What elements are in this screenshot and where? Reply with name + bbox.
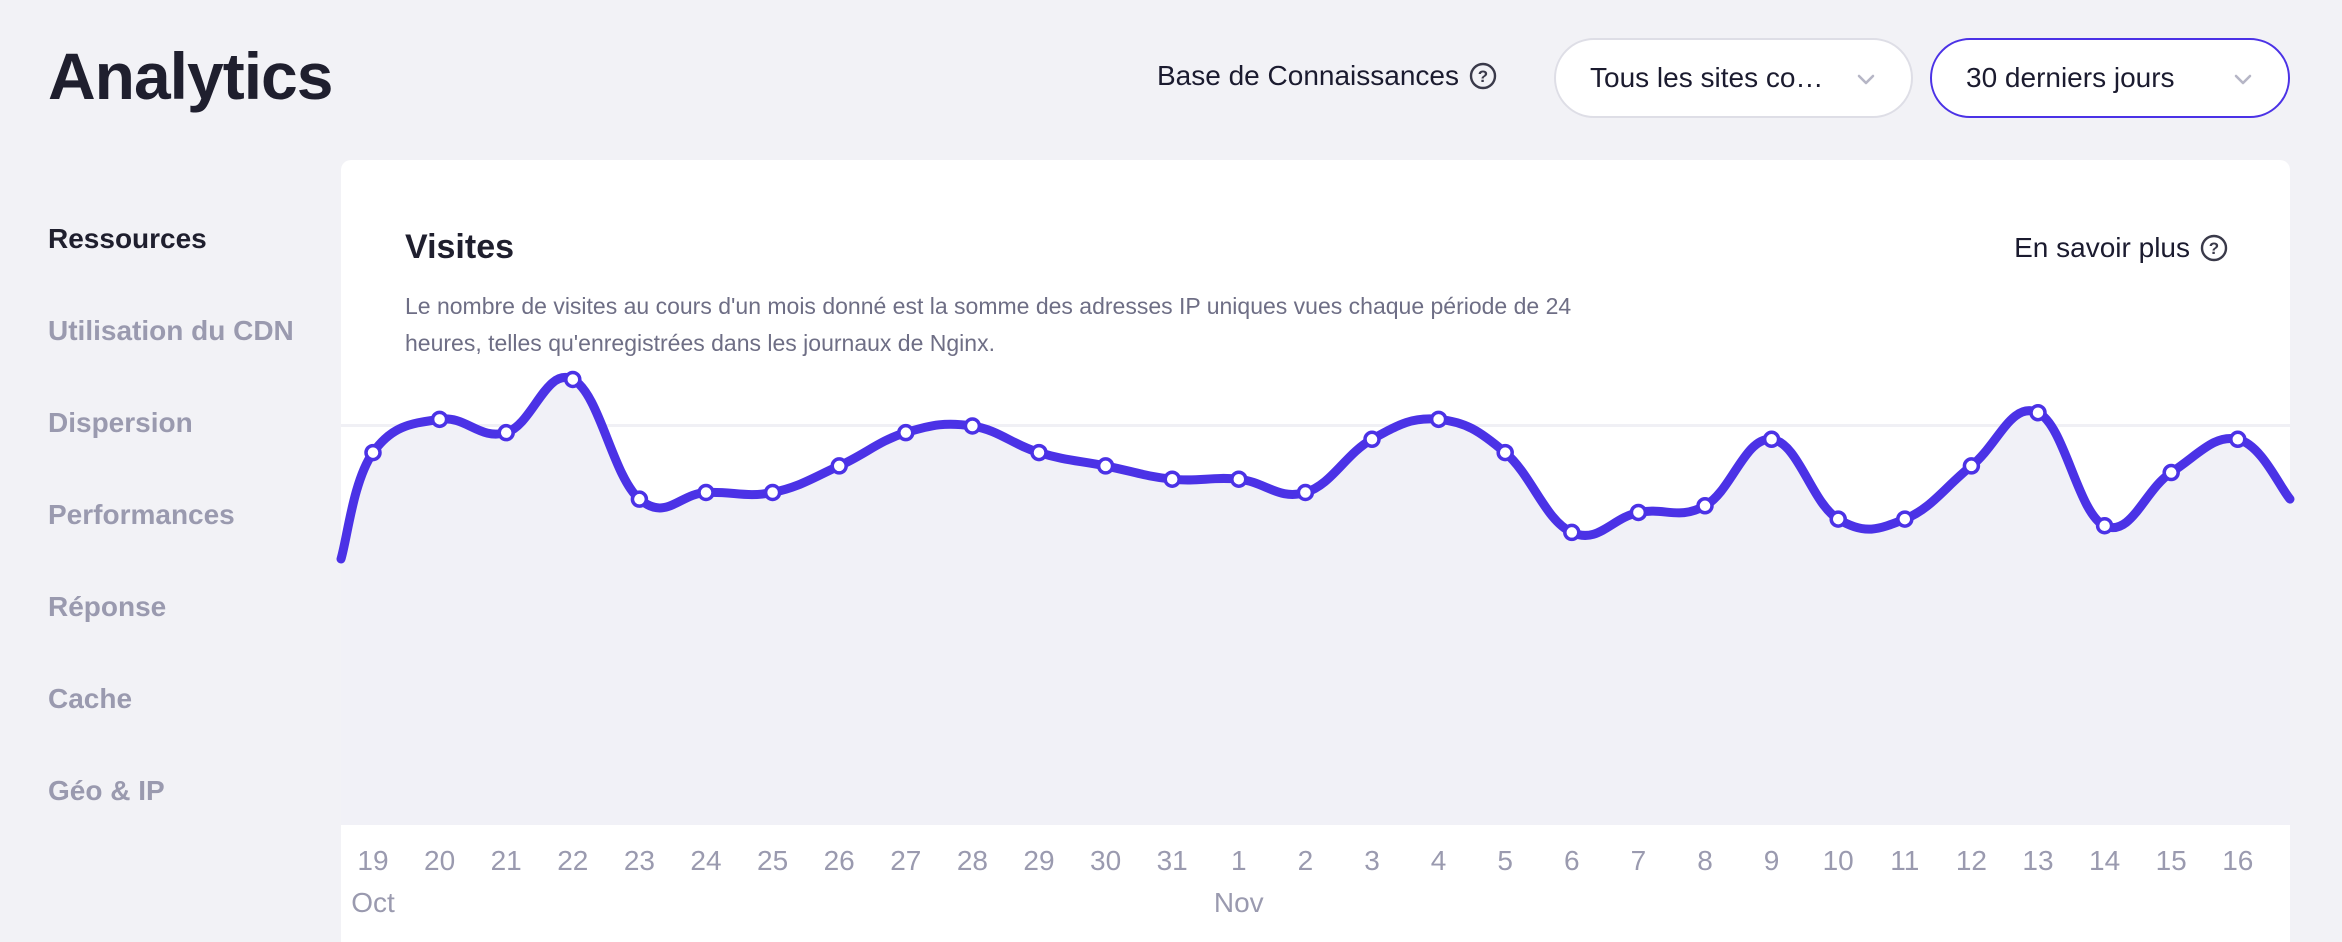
visits-card: Visites En savoir plus ? Le nombre de vi… [341, 160, 2290, 942]
site-select-value: Tous les sites co… [1590, 62, 1824, 93]
site-select[interactable]: Tous les sites co… [1554, 38, 1913, 118]
period-select[interactable]: 30 derniers jours [1930, 38, 2290, 118]
svg-text:?: ? [1478, 67, 1488, 86]
chevron-down-icon [1857, 74, 1875, 85]
total-visits-value: 1,442 [405, 443, 566, 517]
sidebar-item-performances[interactable]: Performances [48, 499, 235, 530]
card-description: Le nombre de visites au cours d'un mois … [405, 293, 1572, 356]
sidebar-item-cache[interactable]: Cache [48, 683, 133, 714]
learn-more-link[interactable]: En savoir plus ? [2014, 232, 2228, 264]
sidebar-nav: Ressources Utilisation du CDN Dispersion… [48, 218, 294, 862]
question-circle-icon: ? [1469, 62, 1497, 90]
sidebar-item-ressources[interactable]: Ressources [48, 223, 207, 254]
learn-more-label: En savoir plus [2014, 232, 2190, 263]
sidebar-item-reponse[interactable]: Réponse [48, 591, 167, 622]
period-select-value: 30 derniers jours [1966, 62, 2175, 93]
knowledge-base-label: Base de Connaissances [1157, 60, 1459, 91]
sidebar-item-geo-ip[interactable]: Géo & IP [48, 775, 165, 806]
card-divider [341, 424, 2290, 427]
question-circle-icon: ? [2200, 234, 2228, 262]
sidebar-item-cdn[interactable]: Utilisation du CDN [48, 315, 294, 346]
page-title: Analytics [48, 39, 333, 113]
knowledge-base-link[interactable]: Base de Connaissances ? [1157, 60, 1497, 92]
sidebar-item-dispersion[interactable]: Dispersion [48, 407, 193, 438]
chevron-down-icon [2234, 74, 2252, 85]
card-title: Visites [405, 228, 515, 266]
svg-text:?: ? [2209, 239, 2219, 258]
